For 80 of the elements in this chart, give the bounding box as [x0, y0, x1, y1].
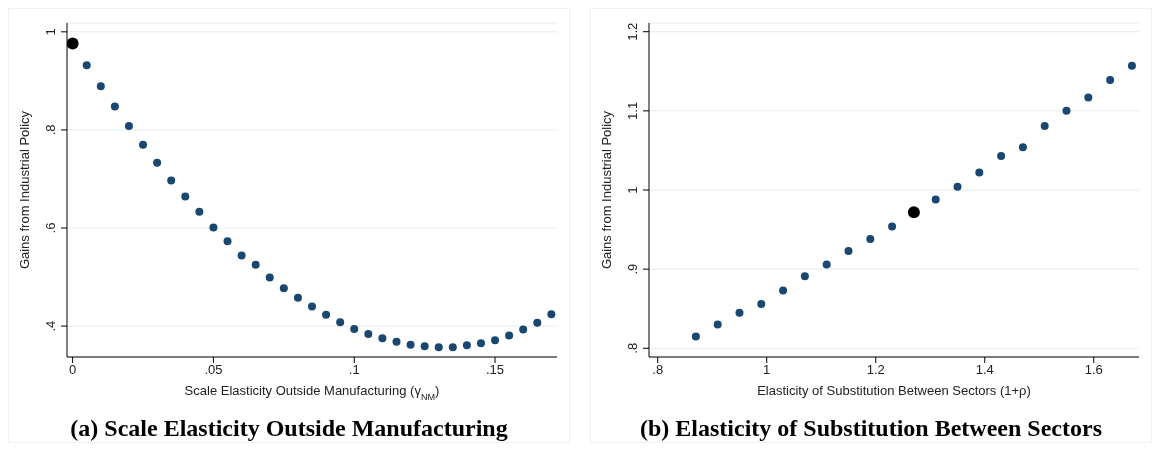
point [293, 293, 302, 302]
point [195, 207, 204, 216]
point [822, 260, 831, 269]
point [533, 318, 542, 327]
x-tick-label: 1.6 [1084, 362, 1103, 378]
point [378, 334, 387, 343]
point [434, 343, 443, 352]
point [237, 251, 246, 260]
point [279, 284, 288, 293]
y-tick-label: 1.2 [625, 22, 640, 41]
x-tick-label: .15 [486, 362, 505, 378]
x-tick-label: 1.4 [975, 362, 994, 378]
point [491, 336, 500, 345]
point [953, 182, 962, 191]
point [476, 339, 485, 348]
point [265, 273, 274, 282]
point [67, 37, 79, 50]
point [713, 320, 722, 329]
point [757, 299, 766, 308]
point [975, 168, 984, 177]
text: (a) Scale Elasticity Outside Manufacturing [70, 415, 508, 442]
point [96, 82, 105, 91]
point [336, 318, 345, 327]
point [1040, 121, 1049, 130]
point [735, 308, 744, 317]
point [888, 222, 897, 231]
x-axis-title: Scale Elasticity Outside Manufacturing (γ$_{NM}$) [184, 383, 440, 402]
y-axis-title: Gains from Industrial Policy [599, 110, 614, 270]
point [907, 206, 920, 219]
y-tick-label: 1.1 [625, 101, 640, 120]
text: (b) Elasticity of Substitution Between Sectors [640, 415, 1102, 442]
point [420, 342, 429, 351]
point [1018, 143, 1027, 152]
point [997, 151, 1006, 160]
point [448, 343, 457, 352]
x-tick-label: 1 [763, 362, 771, 378]
point [1127, 61, 1136, 70]
point [364, 329, 373, 338]
point [153, 158, 162, 167]
point [1062, 106, 1071, 115]
point [800, 272, 809, 281]
x-axis-title: Elasticity of Substitution Between Sectors (1+ρ) [757, 383, 1031, 398]
point [322, 310, 331, 319]
x-tick-label: .1 [348, 362, 360, 378]
point [251, 260, 260, 269]
y-tick-label: .8 [43, 124, 58, 136]
point [110, 102, 119, 111]
y-tick-label: .9 [625, 263, 640, 275]
y-axis-title: Gains from Industrial Policy [17, 110, 32, 270]
point [931, 195, 940, 204]
x-tick-label: 0 [69, 362, 77, 378]
point [82, 61, 91, 70]
x-tick-label: .8 [652, 362, 664, 378]
point [181, 192, 190, 201]
y-tick-label: 1 [625, 186, 640, 194]
point [547, 310, 556, 319]
y-tick-label: 1 [43, 28, 58, 36]
y-tick-label: .8 [625, 342, 640, 354]
point [1106, 75, 1115, 84]
point [350, 325, 359, 334]
point [505, 331, 514, 340]
point [779, 286, 788, 295]
point [209, 223, 218, 232]
point [139, 140, 148, 149]
point [124, 122, 133, 130]
point [691, 332, 700, 341]
point [167, 176, 176, 185]
point [462, 341, 471, 350]
x-tick-label: 1.2 [866, 362, 885, 378]
point [844, 246, 853, 255]
point [866, 235, 875, 244]
y-tick-label: .6 [43, 222, 58, 234]
point [223, 237, 232, 246]
point [392, 337, 401, 346]
point [519, 325, 528, 334]
x-tick-label: .05 [204, 362, 223, 378]
y-tick-label: .4 [43, 320, 58, 332]
point [308, 302, 316, 311]
point [1084, 93, 1093, 102]
point [406, 340, 415, 349]
